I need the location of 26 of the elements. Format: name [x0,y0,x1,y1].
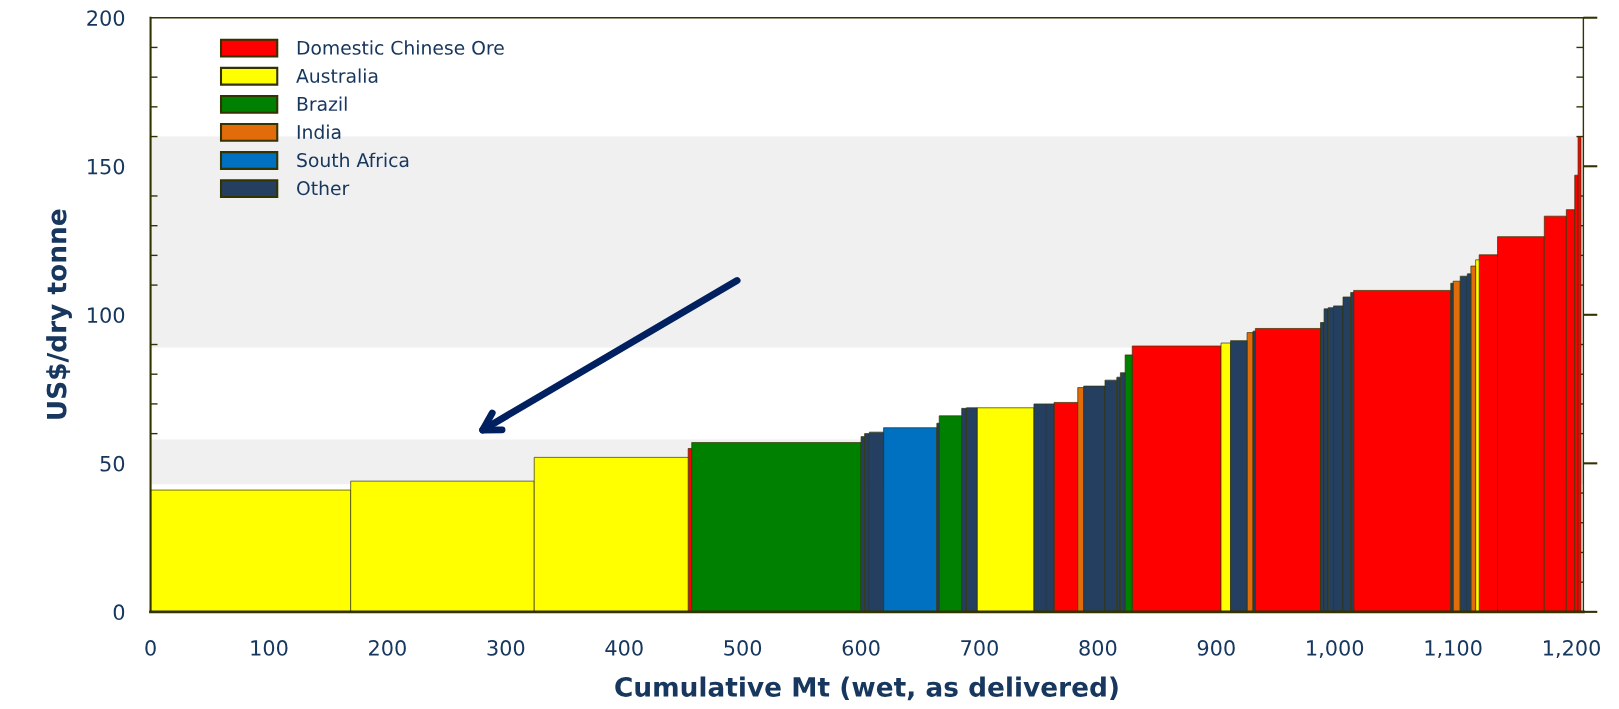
x-tick-label: 400 [605,640,643,656]
y-tick-label: 100 [88,307,125,324]
x-tick-label: 1,100 [1425,640,1482,658]
legend-label: South Africa [297,152,409,168]
y-tick-label: 200 [87,10,125,26]
x-tick-label: 100 [251,640,288,656]
legend-label: Other [297,180,350,196]
y-tick-label: 150 [88,158,125,175]
x-tick-label: 300 [487,640,525,656]
x-tick-label: 200 [369,640,406,656]
y-tick-label: 0 [113,604,125,621]
x-tick-label: 600 [842,640,880,656]
x-tick-label: 1,000 [1307,640,1364,658]
legend-label: Domestic Chinese Ore [297,40,504,55]
x-tick-label: 800 [1079,640,1117,656]
legend-label: Brazil [297,96,347,112]
x-tick-label: 500 [724,640,762,656]
x-tick-label: 700 [961,640,998,656]
legend-label: Australia [296,68,378,83]
x-tick-label: 900 [1197,640,1235,656]
x-tick-label: 1,200 [1544,640,1600,658]
y-axis-title: US$/dry tonne [46,209,72,419]
x-tick-label: 0 [145,640,156,656]
legend-label: India [297,124,341,140]
x-axis-title: Cumulative Mt (wet, as delivered) [615,676,1118,701]
y-tick-label: 50 [100,455,125,472]
